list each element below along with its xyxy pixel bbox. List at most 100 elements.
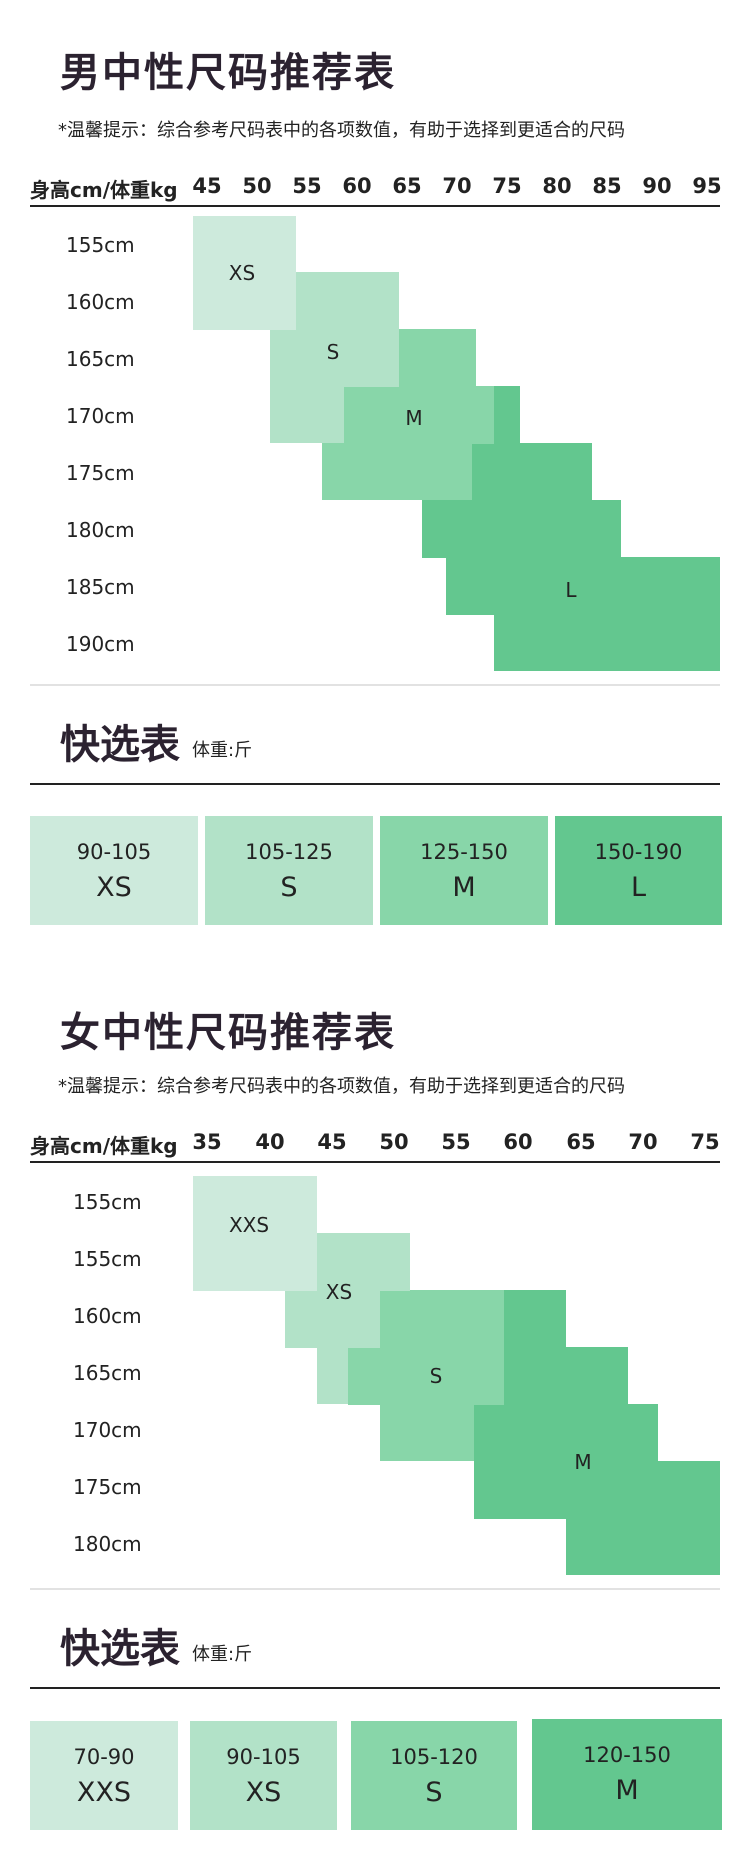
women-quick-size: S xyxy=(425,1777,443,1808)
women-size-label-xxs: XXS xyxy=(228,1213,270,1237)
men-height-label: 185cm xyxy=(66,575,135,599)
women-height-label: 165cm xyxy=(73,1361,142,1385)
women-size-block-m xyxy=(504,1347,628,1405)
men-size-block-l xyxy=(446,557,720,615)
men-weight-tick: 70 xyxy=(442,174,472,198)
women-weight-tick: 45 xyxy=(317,1130,347,1154)
men-weight-tick: 50 xyxy=(242,174,272,198)
women-size-block-m xyxy=(566,1518,720,1575)
women-header-rule xyxy=(30,1161,720,1163)
women-height-label: 170cm xyxy=(73,1418,142,1442)
men-size-block-s xyxy=(270,386,344,443)
men-quick-range: 105-125 xyxy=(245,840,333,864)
women-header-label: 身高cm/体重kg xyxy=(30,1134,178,1158)
men-weight-tick: 80 xyxy=(542,174,572,198)
men-divider xyxy=(30,684,720,686)
men-weight-tick: 95 xyxy=(692,174,722,198)
men-quick-size: S xyxy=(280,872,298,903)
men-weight-tick: 90 xyxy=(642,174,672,198)
men-size-block-l xyxy=(494,614,720,671)
women-quick-card-s[interactable]: 105-120 S xyxy=(351,1721,517,1830)
men-height-label: 160cm xyxy=(66,290,135,314)
women-weight-tick: 50 xyxy=(379,1130,409,1154)
men-size-block-l xyxy=(422,500,621,558)
women-size-block-m xyxy=(474,1461,720,1519)
women-height-label: 180cm xyxy=(73,1532,142,1556)
women-size-label-m: M xyxy=(574,1450,592,1474)
men-quick-range: 90-105 xyxy=(76,840,152,864)
women-height-label: 155cm xyxy=(73,1247,142,1271)
men-header-rule xyxy=(30,205,720,207)
women-quick-rule xyxy=(30,1687,720,1689)
men-weight-tick: 45 xyxy=(192,174,222,198)
women-size-block-m xyxy=(504,1290,566,1348)
women-size-label-s: S xyxy=(429,1364,443,1388)
men-size-block-l xyxy=(494,386,520,444)
women-quick-range: 120-150 xyxy=(583,1743,671,1767)
women-size-block-xs xyxy=(317,1347,348,1404)
women-quick-card-xs[interactable]: 90-105 XS xyxy=(190,1721,337,1830)
men-size-block-l xyxy=(472,443,592,501)
women-height-label: 175cm xyxy=(73,1475,142,1499)
men-height-label: 170cm xyxy=(66,404,135,428)
women-quick-range: 70-90 xyxy=(73,1745,135,1769)
women-weight-tick: 35 xyxy=(192,1130,222,1154)
women-quick-title: 快选表 xyxy=(60,1626,180,1672)
women-quick-card-xxs[interactable]: 70-90 XXS xyxy=(30,1721,178,1830)
women-divider xyxy=(30,1588,720,1590)
women-quick-range: 90-105 xyxy=(226,1745,301,1769)
women-quick-range: 105-120 xyxy=(390,1745,478,1769)
men-quick-rule xyxy=(30,783,720,785)
women-weight-tick: 75 xyxy=(690,1130,720,1154)
women-size-block-m xyxy=(474,1404,658,1462)
women-quick-subtitle: 体重:斤 xyxy=(192,1644,253,1665)
men-size-label-m: M xyxy=(405,406,423,430)
men-quick-subtitle: 体重:斤 xyxy=(192,740,253,761)
men-header-label: 身高cm/体重kg xyxy=(30,178,178,202)
men-quick-card-m[interactable]: 125-150 M xyxy=(380,816,548,925)
men-quick-size: M xyxy=(452,872,476,903)
men-height-label: 190cm xyxy=(66,632,135,656)
women-size-block-s xyxy=(380,1290,504,1348)
men-weight-tick: 75 xyxy=(492,174,522,198)
men-quick-range: 150-190 xyxy=(594,840,683,864)
men-size-block-m xyxy=(322,443,472,500)
women-size-block-s xyxy=(348,1347,504,1405)
women-weight-tick: 40 xyxy=(255,1130,285,1154)
women-title: 女中性尺码推荐表 xyxy=(60,1010,396,1056)
men-quick-card-l[interactable]: 150-190 L xyxy=(555,816,722,925)
men-size-block-m xyxy=(398,329,476,387)
women-quick-size: M xyxy=(615,1775,639,1806)
men-height-label: 165cm xyxy=(66,347,135,371)
men-quick-range: 125-150 xyxy=(420,840,508,864)
women-quick-size: XXS xyxy=(76,1777,132,1808)
women-size-label-xs: XS xyxy=(325,1280,353,1304)
women-weight-tick: 65 xyxy=(566,1130,596,1154)
men-weight-tick: 85 xyxy=(592,174,622,198)
women-quick-card-m[interactable]: 120-150 M xyxy=(532,1719,722,1830)
men-height-label: 155cm xyxy=(66,233,135,257)
men-size-block-xs xyxy=(193,216,296,330)
women-height-label: 155cm xyxy=(73,1190,142,1214)
women-weight-tick: 55 xyxy=(441,1130,471,1154)
men-weight-tick: 65 xyxy=(392,174,422,198)
men-height-label: 175cm xyxy=(66,461,135,485)
women-weight-tick: 70 xyxy=(628,1130,658,1154)
women-size-block-xxs xyxy=(193,1176,317,1291)
men-quick-card-s[interactable]: 105-125 S xyxy=(205,816,373,925)
women-height-label: 160cm xyxy=(73,1304,142,1328)
men-weight-tick: 60 xyxy=(342,174,372,198)
men-title: 男中性尺码推荐表 xyxy=(60,50,396,96)
men-height-label: 180cm xyxy=(66,518,135,542)
men-size-block-s xyxy=(270,329,399,387)
men-quick-size: L xyxy=(630,872,647,903)
women-quick-size: XS xyxy=(245,1777,282,1808)
women-size-block-xs xyxy=(285,1290,380,1348)
men-size-label-xs: XS xyxy=(228,261,256,285)
men-quick-card-xs[interactable]: 90-105 XS xyxy=(30,816,198,925)
women-size-block-s xyxy=(380,1404,474,1461)
women-weight-tick: 60 xyxy=(503,1130,533,1154)
men-quick-title: 快选表 xyxy=(60,722,180,768)
men-quick-size: XS xyxy=(96,872,132,903)
men-size-label-s: S xyxy=(326,340,340,364)
